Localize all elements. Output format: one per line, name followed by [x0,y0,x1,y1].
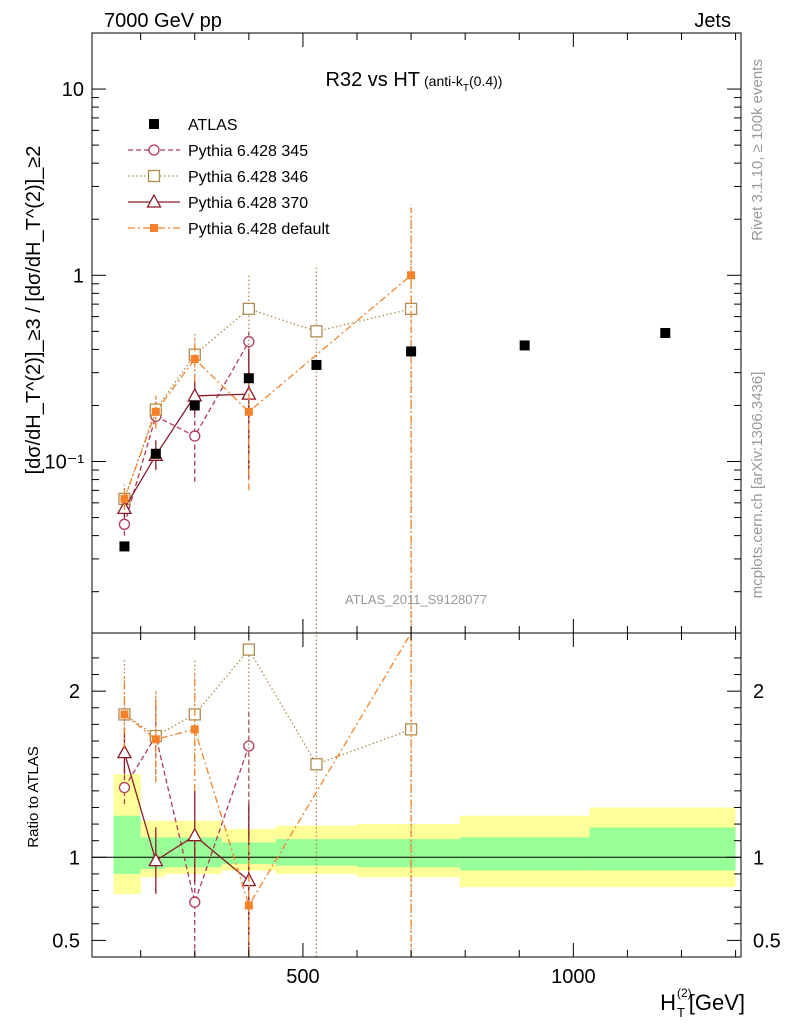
ratio-point [190,725,199,734]
ratio-y-tick-label: 2 [69,681,80,703]
plot-title-sub-prefix: (anti-k [424,73,464,89]
ratio-line [123,752,250,882]
series-pythia-6-428-default [120,207,416,957]
data-point [242,302,255,316]
data-point [118,518,131,530]
legend-marker [148,144,160,156]
ratio-point [244,901,253,910]
ratio-band-inner [589,827,736,871]
ratio-band-inner [165,837,222,868]
ratio-plot-frame [91,632,742,958]
data-point [244,407,253,416]
legend-label: ATLAS [188,117,238,134]
legend-marker [150,224,158,232]
y-tick-label: 10⁻¹ [45,452,85,474]
x-axis-label-h: H [660,990,676,1015]
ratio-point [310,758,323,771]
legend-label: Pythia 6.428 345 [188,143,308,160]
data-point [660,327,671,338]
header-left: 7000 GeV pp [104,10,222,32]
legend-marker [149,119,159,129]
ratio-point [118,781,131,794]
x-axis-label-unit: [GeV] [689,990,745,1015]
data-point [310,325,323,338]
mcplots-label: mcplots.cern.ch [arXiv:1306.3436] [749,372,766,599]
data-point [407,271,416,280]
ratio-point [243,740,255,752]
x-tick-label: 1000 [551,966,596,988]
ratio-point [242,643,255,656]
data-point [519,340,530,351]
x-axis-label-sub: T [677,1005,685,1020]
x-axis-label-sup: (2) [677,986,692,1000]
x-tick-label: 500 [286,966,319,988]
ratio-y-tick-label-right: 1 [753,847,764,869]
rivet-label: Rivet 3.1.10, ≥ 100k events [749,59,766,241]
legend-marker [147,169,161,183]
data-point [311,359,322,370]
legend-label: Pythia 6.428 370 [188,195,308,212]
ratio-y-tick-label-right: 2 [753,681,764,703]
data-point [189,400,200,411]
ratio-point [151,735,160,744]
data-point [151,407,160,416]
y-axis-label: [dσ/dH_T^(2)]_≥3 / [dσ/dH_T^(2)]_≥2 [23,146,45,475]
ratio-band-inner [113,815,141,874]
data-point [243,373,254,384]
plot-title: R32 vs HT [326,69,420,91]
data-point [190,355,199,364]
data-point [243,336,255,348]
ratio-y-tick-label: 0.5 [52,930,80,952]
data-point [150,448,161,459]
plot-title-sub: (anti-kT(0.4)) [424,73,502,94]
ratio-point [120,710,129,719]
ratio-y-tick-label-right: 0.5 [753,930,781,952]
ratio-line [124,648,412,766]
legend: ATLAS Pythia 6.428 345 Pythia 6.428 346 Pyt… [128,117,330,238]
y-tick-label: 10 [62,79,84,101]
header-right: Jets [694,10,731,32]
legend-label: Pythia 6.428 346 [188,169,308,186]
ratio-point [187,827,203,842]
series-line [123,393,249,509]
plot-title-sub-t: T [463,83,469,94]
ratio-point [189,896,201,908]
series-line [123,341,250,525]
legend-label: Pythia 6.428 default [188,221,330,238]
series-line [123,308,412,500]
data-point [187,387,203,402]
plot-title-sub-suffix: (0.4)) [469,73,502,89]
ratio-line [123,734,250,905]
ratio-band-inner [357,839,460,868]
data-point [189,430,201,442]
data-point [120,494,129,503]
ratio-y-axis-label: Ratio to ATLAS [25,746,42,847]
data-point [119,541,130,552]
series-line [123,274,412,500]
data-point [406,346,417,357]
ratio-band-inner [459,837,590,871]
ratio-point [116,744,133,759]
series-atlas [119,327,671,552]
y-tick-label: 1 [73,265,84,287]
ratio-y-tick-label: 1 [69,847,80,869]
analysis-label: ATLAS_2011_S9128077 [345,592,487,607]
ratio-point [148,852,164,867]
legend-marker [146,193,162,208]
